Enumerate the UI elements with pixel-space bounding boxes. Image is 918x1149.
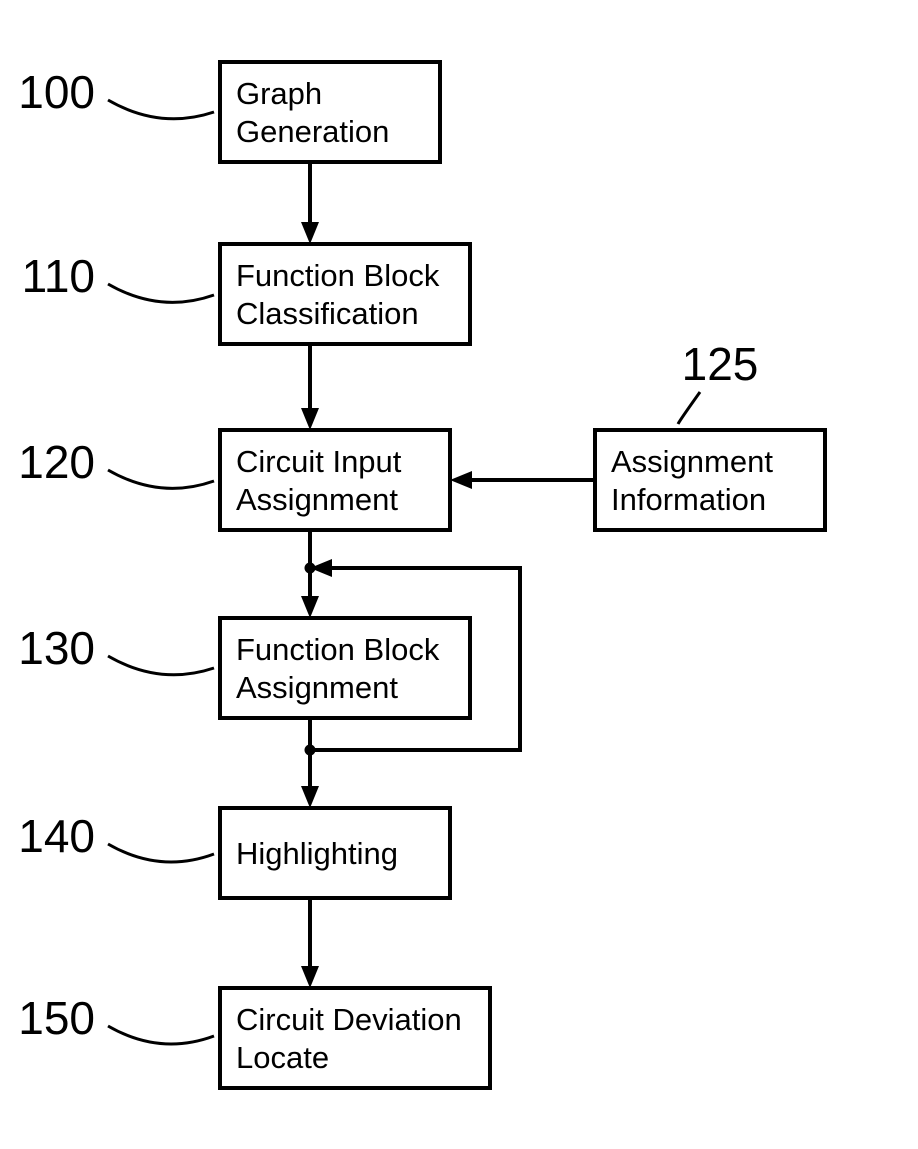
ref-label: 130 — [18, 622, 95, 674]
node-label: Graph — [236, 76, 322, 111]
flow-node-n140: Highlighting — [220, 808, 450, 898]
ref-label: 125 — [682, 338, 759, 390]
ref-label: 150 — [18, 992, 95, 1044]
ref-lead — [108, 284, 214, 302]
node-label: Information — [611, 482, 766, 517]
ref-lead — [108, 844, 214, 862]
node-label: Function Block — [236, 258, 440, 293]
flow-node-n120: Circuit InputAssignment — [220, 430, 450, 530]
ref-lead — [108, 1026, 214, 1044]
ref-lead — [678, 392, 700, 424]
ref-label: 100 — [18, 66, 95, 118]
node-label: Circuit Deviation — [236, 1002, 462, 1037]
ref-lead — [108, 656, 214, 675]
ref-label: 120 — [18, 436, 95, 488]
ref-lead — [108, 470, 214, 488]
node-label: Classification — [236, 296, 419, 331]
node-label: Locate — [236, 1040, 329, 1075]
flow-node-n110: Function BlockClassification — [220, 244, 470, 344]
node-label: Highlighting — [236, 836, 398, 871]
node-label: Assignment — [611, 444, 773, 479]
flow-node-n130: Function BlockAssignment — [220, 618, 470, 718]
node-label: Function Block — [236, 632, 440, 667]
node-label: Generation — [236, 114, 389, 149]
node-label: Assignment — [236, 670, 398, 705]
junction-dot — [305, 563, 315, 573]
junction-dot — [305, 745, 315, 755]
flow-node-n125: AssignmentInformation — [595, 430, 825, 530]
node-label: Circuit Input — [236, 444, 402, 479]
ref-lead — [108, 100, 214, 119]
flow-node-n100: GraphGeneration — [220, 62, 440, 162]
ref-label: 110 — [22, 250, 95, 302]
flow-node-n150: Circuit DeviationLocate — [220, 988, 490, 1088]
ref-label: 140 — [18, 810, 95, 862]
node-label: Assignment — [236, 482, 398, 517]
